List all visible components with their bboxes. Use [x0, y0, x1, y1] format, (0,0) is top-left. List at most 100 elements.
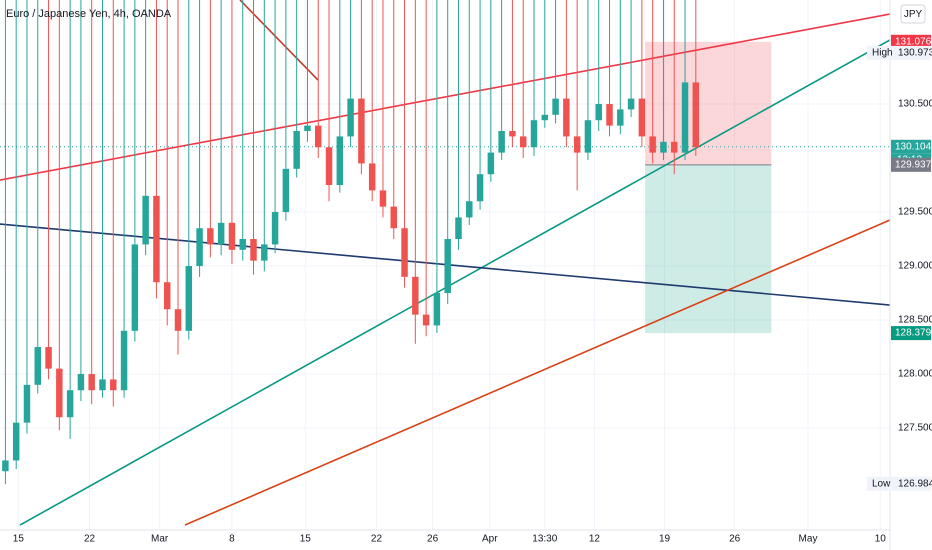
y-tick-label: 130.500 [898, 99, 932, 110]
candle-body [681, 82, 689, 153]
candle-body [196, 228, 203, 267]
trend-line [239, 0, 319, 81]
candle-body [142, 195, 149, 245]
candle-body [239, 239, 246, 250]
candle-body [261, 244, 268, 261]
target-label-bg [891, 326, 931, 341]
candle-body [390, 206, 397, 229]
trend-line [19, 39, 890, 526]
candle-body [271, 212, 279, 245]
candle-body [627, 98, 635, 110]
target-label: 128.379 [895, 328, 932, 339]
candle-body [638, 98, 646, 137]
candle-body [77, 374, 85, 391]
x-tick-label: 15 [13, 534, 25, 545]
x-tick-label: 26 [729, 534, 741, 545]
candle-body [444, 239, 451, 294]
x-tick-label: 13:30 [532, 534, 557, 545]
candle-body [66, 390, 74, 418]
candle-body [315, 125, 322, 148]
candle-body [368, 163, 376, 191]
stop-label-bg [891, 34, 931, 49]
candle-body [217, 222, 225, 245]
candle-body [347, 98, 354, 137]
candle-body [174, 309, 182, 331]
plot-area [0, 0, 890, 530]
candle-body [110, 379, 117, 391]
candle-body [120, 330, 128, 391]
low-bg [867, 476, 931, 491]
candle-body [476, 174, 484, 202]
candle-body [530, 120, 538, 148]
candle-body [250, 239, 257, 261]
candle-body [207, 228, 214, 245]
candle-body [422, 314, 430, 326]
y-tick-label: 128.000 [898, 369, 932, 380]
entry-label-bg [891, 157, 931, 172]
x-tick-label: May [799, 534, 818, 545]
x-tick-label: 22 [84, 534, 96, 545]
candle-body [56, 368, 63, 418]
candle-body [606, 104, 613, 126]
candle-body [563, 98, 570, 137]
candle-body [12, 422, 20, 461]
candle-body [573, 136, 581, 153]
candle-body [293, 131, 300, 169]
candle-body [519, 136, 527, 148]
candle-body [185, 266, 193, 331]
trend-line [184, 219, 890, 526]
x-tick-label: 12 [589, 534, 601, 545]
x-tick-label: Mar [151, 534, 169, 545]
candle-body [304, 125, 311, 132]
x-tick-label: 10 [875, 534, 887, 545]
low-value: 126.984 [898, 478, 932, 489]
candle-body [358, 98, 365, 164]
candle-body [498, 131, 505, 153]
last-price-label-bg [891, 139, 931, 154]
candle-body [617, 109, 624, 126]
x-tick-label: 22 [371, 534, 383, 545]
candle-body [541, 114, 549, 121]
y-tick-label: 127.500 [898, 423, 932, 434]
candle-body [595, 104, 602, 121]
candle-body [34, 347, 41, 385]
candle-body [379, 190, 387, 207]
candle-body [401, 228, 408, 277]
candle-body [23, 384, 31, 423]
x-tick-label: 19 [659, 534, 671, 545]
currency-button[interactable] [900, 4, 926, 24]
x-tick-label: Apr [482, 534, 498, 545]
x-tick-label: 26 [427, 534, 439, 545]
candle-body [660, 141, 667, 153]
candle-body [153, 195, 160, 283]
candle-body [433, 293, 441, 326]
candle-body [692, 82, 700, 148]
y-tick-label: 129.000 [898, 261, 932, 272]
candle-body [649, 136, 656, 153]
candle-body [228, 222, 236, 250]
candle-body [88, 374, 95, 391]
x-tick-label: 15 [300, 534, 312, 545]
candle-body [487, 152, 495, 175]
candle-body [2, 460, 9, 472]
axes: 127.500 128.000 128.500 129.000 129.500 130.5… [13, 34, 932, 545]
trend-line [0, 13, 890, 181]
y-tick-label: 128.500 [898, 315, 932, 326]
stop-label: 131.076 [895, 36, 932, 47]
high-bg [867, 45, 931, 60]
target-zone [645, 164, 772, 334]
candle-body [336, 136, 344, 186]
candle-body [325, 147, 333, 186]
candle-body [455, 217, 462, 240]
currency[interactable]: JPY [904, 9, 923, 20]
last-price-label: 130.104 [895, 141, 932, 152]
entry-label: 129.937 [895, 159, 932, 170]
candle-body [282, 168, 290, 213]
candle-body [584, 120, 592, 153]
candle-body [99, 379, 106, 391]
low-label: Low [872, 478, 891, 489]
candle-body [131, 244, 139, 331]
candle-body [163, 282, 171, 310]
high-label: High [872, 48, 893, 59]
